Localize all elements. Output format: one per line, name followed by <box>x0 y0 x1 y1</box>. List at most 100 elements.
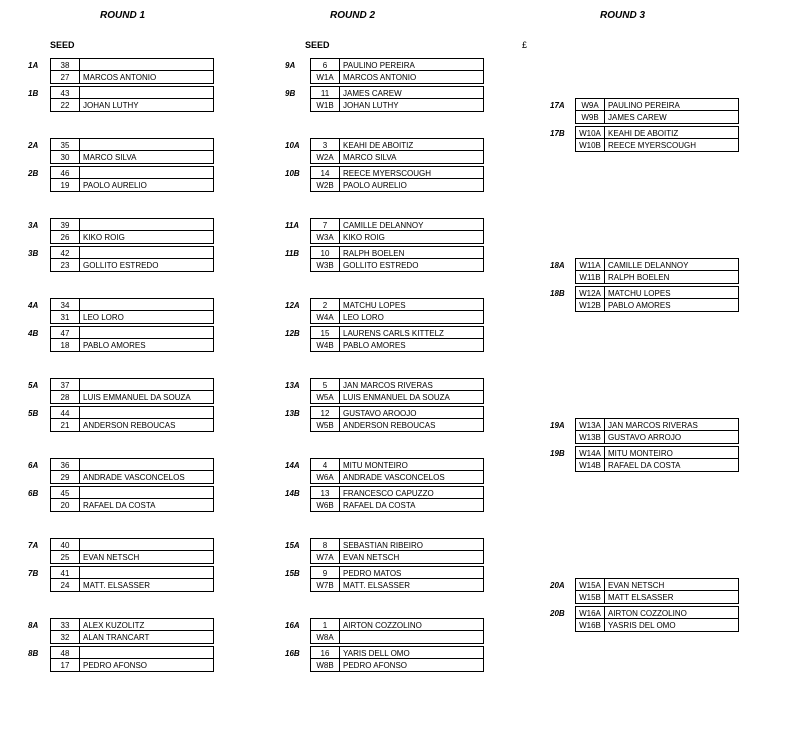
table-row: 41 <box>50 566 214 579</box>
seed-cell: 35 <box>50 138 79 151</box>
name-cell: ANDERSON REBOUCAS <box>79 419 214 432</box>
match-label: 3A <box>28 221 38 230</box>
match-label: 16B <box>285 649 300 658</box>
table-row: 9PEDRO MATOS <box>310 566 484 579</box>
name-cell: ALAN TRANCART <box>79 631 214 644</box>
match-group: 4520RAFAEL DA COSTA <box>50 486 214 512</box>
seed-cell: 17 <box>50 659 79 672</box>
match-group: 3629ANDRADE VASCONCELOS <box>50 458 214 484</box>
seed-cell: W15A <box>575 578 604 591</box>
name-cell: GOLLITO ESTREDO <box>339 259 484 272</box>
seed-cell: W12B <box>575 299 604 312</box>
seed-cell: 14 <box>310 166 339 179</box>
seed-cell: 44 <box>50 406 79 419</box>
match-group: 4223GOLLITO ESTREDO <box>50 246 214 272</box>
match-group: 3431LEO LORO <box>50 298 214 324</box>
match-group: 16YARIS DELL OMOW8BPEDRO AFONSO <box>310 646 484 672</box>
round1-header: ROUND 1 <box>100 10 145 21</box>
name-cell: JAN MARCOS RIVERAS <box>604 418 739 431</box>
table-row: W14AMITU MONTEIRO <box>575 446 739 459</box>
seed-cell: 32 <box>50 631 79 644</box>
name-cell: SEBASTIAN RIBEIRO <box>339 538 484 551</box>
name-cell <box>79 458 214 471</box>
match-label: 13B <box>285 409 300 418</box>
table-row: W12AMATCHU LOPES <box>575 286 739 299</box>
table-row: 21ANDERSON REBOUCAS <box>50 419 214 432</box>
seed-cell: W10A <box>575 126 604 139</box>
table-row: 4MITU MONTEIRO <box>310 458 484 471</box>
table-row: 46 <box>50 166 214 179</box>
match-label: 20B <box>550 609 565 618</box>
match-label: 19A <box>550 421 565 430</box>
table-row: 3KEAHI DE ABOITIZ <box>310 138 484 151</box>
name-cell: RALPH BOELEN <box>604 271 739 284</box>
seed-cell: W3B <box>310 259 339 272</box>
table-row: 13FRANCESCO CAPUZZO <box>310 486 484 499</box>
seed-cell: 37 <box>50 378 79 391</box>
table-row: 47 <box>50 326 214 339</box>
name-cell: CAMILLE DELANNOY <box>604 258 739 271</box>
name-cell: MATT ELSASSER <box>604 591 739 604</box>
seed-cell: 8 <box>310 538 339 551</box>
match-group: 3728LUIS EMMANUEL DA SOUZA <box>50 378 214 404</box>
seed-cell: 47 <box>50 326 79 339</box>
name-cell: LAURENS CARLS KITTELZ <box>339 326 484 339</box>
table-row: W5ALUIS ENMANUEL DA SOUZA <box>310 391 484 404</box>
match-group: 4817PEDRO AFONSO <box>50 646 214 672</box>
seed-cell: 9 <box>310 566 339 579</box>
seed-cell: 36 <box>50 458 79 471</box>
table-row: 42 <box>50 246 214 259</box>
table-row: 6PAULINO PEREIRA <box>310 58 484 71</box>
name-cell: MATT. ELSASSER <box>79 579 214 592</box>
table-row: W8A <box>310 631 484 644</box>
match-label: 4A <box>28 301 38 310</box>
table-row: W16BYASRIS DEL OMO <box>575 619 739 632</box>
name-cell <box>79 166 214 179</box>
name-cell: RAFAEL DA COSTA <box>339 499 484 512</box>
match-group: W10AKEAHI DE ABOITIZW10BREECE MYERSCOUGH <box>575 126 739 152</box>
match-group: 4421ANDERSON REBOUCAS <box>50 406 214 432</box>
name-cell <box>79 566 214 579</box>
name-cell: JOHAN LUTHY <box>339 99 484 112</box>
seed-cell: 15 <box>310 326 339 339</box>
name-cell: YARIS DELL OMO <box>339 646 484 659</box>
table-row: W4BPABLO AMORES <box>310 339 484 352</box>
name-cell: EVAN NETSCH <box>604 578 739 591</box>
name-cell: YASRIS DEL OMO <box>604 619 739 632</box>
seed-cell: W16A <box>575 606 604 619</box>
seed-cell: W3A <box>310 231 339 244</box>
bracket-container: ROUND 1 ROUND 2 ROUND 3 SEED SEED £ 1A38… <box>10 10 790 720</box>
match-group: 13FRANCESCO CAPUZZOW6BRAFAEL DA COSTA <box>310 486 484 512</box>
name-cell: RAFAEL DA COSTA <box>604 459 739 472</box>
seed-cell: W13A <box>575 418 604 431</box>
table-row: 38 <box>50 58 214 71</box>
match-label: 9B <box>285 89 295 98</box>
match-group: W12AMATCHU LOPESW12BPABLO AMORES <box>575 286 739 312</box>
seed-cell: W6A <box>310 471 339 484</box>
name-cell: AIRTON COZZOLINO <box>339 618 484 631</box>
name-cell: CAMILLE DELANNOY <box>339 218 484 231</box>
table-row: 48 <box>50 646 214 659</box>
name-cell: MATCHU LOPES <box>339 298 484 311</box>
table-row: W15AEVAN NETSCH <box>575 578 739 591</box>
name-cell: ALEX KUZOLITZ <box>79 618 214 631</box>
match-group: 4025EVAN NETSCH <box>50 538 214 564</box>
table-row: 23GOLLITO ESTREDO <box>50 259 214 272</box>
seed-cell: 19 <box>50 179 79 192</box>
name-cell: RAFAEL DA COSTA <box>79 499 214 512</box>
seed-cell: 33 <box>50 618 79 631</box>
name-cell: EVAN NETSCH <box>79 551 214 564</box>
seed-cell: W16B <box>575 619 604 632</box>
match-label: 18A <box>550 261 565 270</box>
seed-cell: W5A <box>310 391 339 404</box>
name-cell <box>79 326 214 339</box>
table-row: W11ACAMILLE DELANNOY <box>575 258 739 271</box>
match-group: W13AJAN MARCOS RIVERASW13BGUSTAVO ARROJO <box>575 418 739 444</box>
match-group: W15AEVAN NETSCHW15BMATT ELSASSER <box>575 578 739 604</box>
table-row: W13BGUSTAVO ARROJO <box>575 431 739 444</box>
table-row: 29ANDRADE VASCONCELOS <box>50 471 214 484</box>
seed-cell: W9B <box>575 111 604 124</box>
seed-cell: W4A <box>310 311 339 324</box>
match-label: 10B <box>285 169 300 178</box>
seed-header-r2: SEED <box>305 40 330 50</box>
